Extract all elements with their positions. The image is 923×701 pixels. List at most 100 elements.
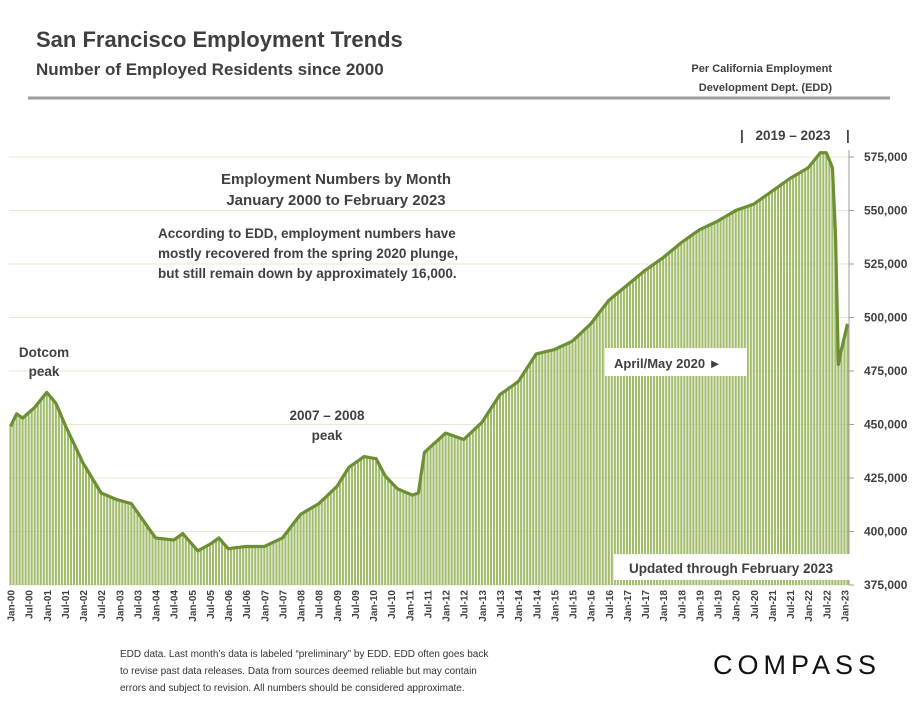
- bar: [420, 472, 423, 585]
- bar: [574, 338, 577, 585]
- bar: [51, 399, 54, 585]
- bar: [589, 323, 592, 585]
- bar: [257, 546, 260, 585]
- bar: [801, 171, 804, 585]
- bar: [223, 545, 227, 585]
- bar: [130, 503, 133, 585]
- bar: [719, 219, 722, 585]
- bar: [423, 452, 426, 585]
- bar: [538, 353, 541, 585]
- bar: [453, 436, 456, 585]
- bar: [640, 272, 644, 585]
- bar: [704, 226, 707, 585]
- bar: [489, 408, 492, 585]
- bar: [196, 550, 199, 585]
- bar: [535, 353, 538, 585]
- bar: [202, 547, 205, 585]
- bar: [565, 343, 568, 585]
- bar: [498, 394, 502, 585]
- y-tick-label: 450,000: [864, 418, 908, 432]
- x-tick-label: Jul-14: [532, 590, 543, 619]
- bar: [181, 533, 184, 585]
- bar: [523, 372, 526, 585]
- bar: [375, 458, 378, 585]
- bar: [311, 507, 314, 585]
- bar: [163, 538, 166, 585]
- bar: [66, 430, 69, 585]
- x-tick-label: Jan-17: [623, 590, 634, 622]
- bar: [369, 457, 372, 585]
- bar: [462, 439, 465, 585]
- bar: [151, 533, 154, 585]
- bar: [145, 525, 148, 585]
- bar: [432, 444, 435, 585]
- bar: [24, 415, 27, 585]
- source-line-1: Per California Employment: [691, 63, 832, 75]
- bar: [78, 456, 82, 585]
- bar: [526, 367, 529, 585]
- bar: [115, 499, 118, 585]
- bar: [417, 492, 420, 585]
- bar: [278, 539, 281, 585]
- footer-disclaimer: EDD data. Last month’s data is labeled “…: [120, 646, 590, 697]
- y-tick-label: 525,000: [864, 257, 908, 271]
- bar: [245, 546, 248, 585]
- bar: [287, 530, 290, 585]
- bar: [9, 426, 12, 585]
- bar: [230, 548, 233, 585]
- bar: [211, 542, 215, 585]
- footer-line-2: to revise past data releases. Data from …: [120, 666, 477, 677]
- bar: [740, 208, 743, 586]
- bar: [18, 415, 21, 585]
- bar: [695, 231, 698, 585]
- x-tick-label: Jul-18: [677, 590, 688, 619]
- bar: [592, 319, 595, 585]
- peak-2008-label-1: 2007 – 2008: [289, 408, 365, 423]
- bar: [568, 342, 571, 585]
- bar: [299, 514, 302, 585]
- y-tick-label: 550,000: [864, 204, 908, 218]
- x-tick-label: Jul-16: [605, 590, 616, 619]
- bar: [269, 543, 272, 585]
- bar: [731, 212, 734, 586]
- updated-label-box: [614, 554, 850, 580]
- bar: [465, 436, 468, 585]
- bar: [133, 507, 136, 585]
- bar: [668, 252, 671, 585]
- x-tick-label: Jul-10: [387, 590, 398, 619]
- bar: [728, 214, 731, 586]
- bar: [381, 470, 384, 585]
- bar: [356, 460, 360, 585]
- bar: [713, 222, 716, 586]
- bar: [362, 456, 366, 585]
- bar: [571, 341, 574, 585]
- bar: [779, 184, 783, 585]
- bar: [405, 492, 408, 585]
- bar: [118, 500, 121, 585]
- bar: [761, 197, 764, 585]
- bar: [795, 174, 798, 586]
- x-tick-label: Jan-15: [550, 590, 561, 622]
- bar: [804, 169, 807, 585]
- bar: [743, 207, 746, 586]
- y-tick-label: 400,000: [864, 525, 908, 539]
- bar: [441, 435, 444, 585]
- bar: [825, 152, 828, 585]
- x-tick-label: Jul-11: [423, 590, 434, 619]
- x-tick-label: Jan-03: [115, 590, 126, 622]
- bar: [792, 176, 795, 585]
- x-tick-label: Jul-06: [242, 590, 253, 619]
- x-tick-label: Jul-03: [133, 590, 144, 619]
- bar: [63, 424, 66, 585]
- bar: [323, 497, 326, 585]
- plunge-label: April/May 2020 ►: [614, 356, 722, 371]
- bar: [347, 467, 350, 585]
- bar: [613, 295, 616, 585]
- x-tick-label: Jan-18: [659, 590, 670, 622]
- bar: [541, 352, 544, 585]
- bar: [831, 167, 834, 585]
- bar: [169, 539, 172, 585]
- bar: [239, 547, 242, 585]
- bar: [595, 316, 598, 585]
- bar: [175, 537, 178, 585]
